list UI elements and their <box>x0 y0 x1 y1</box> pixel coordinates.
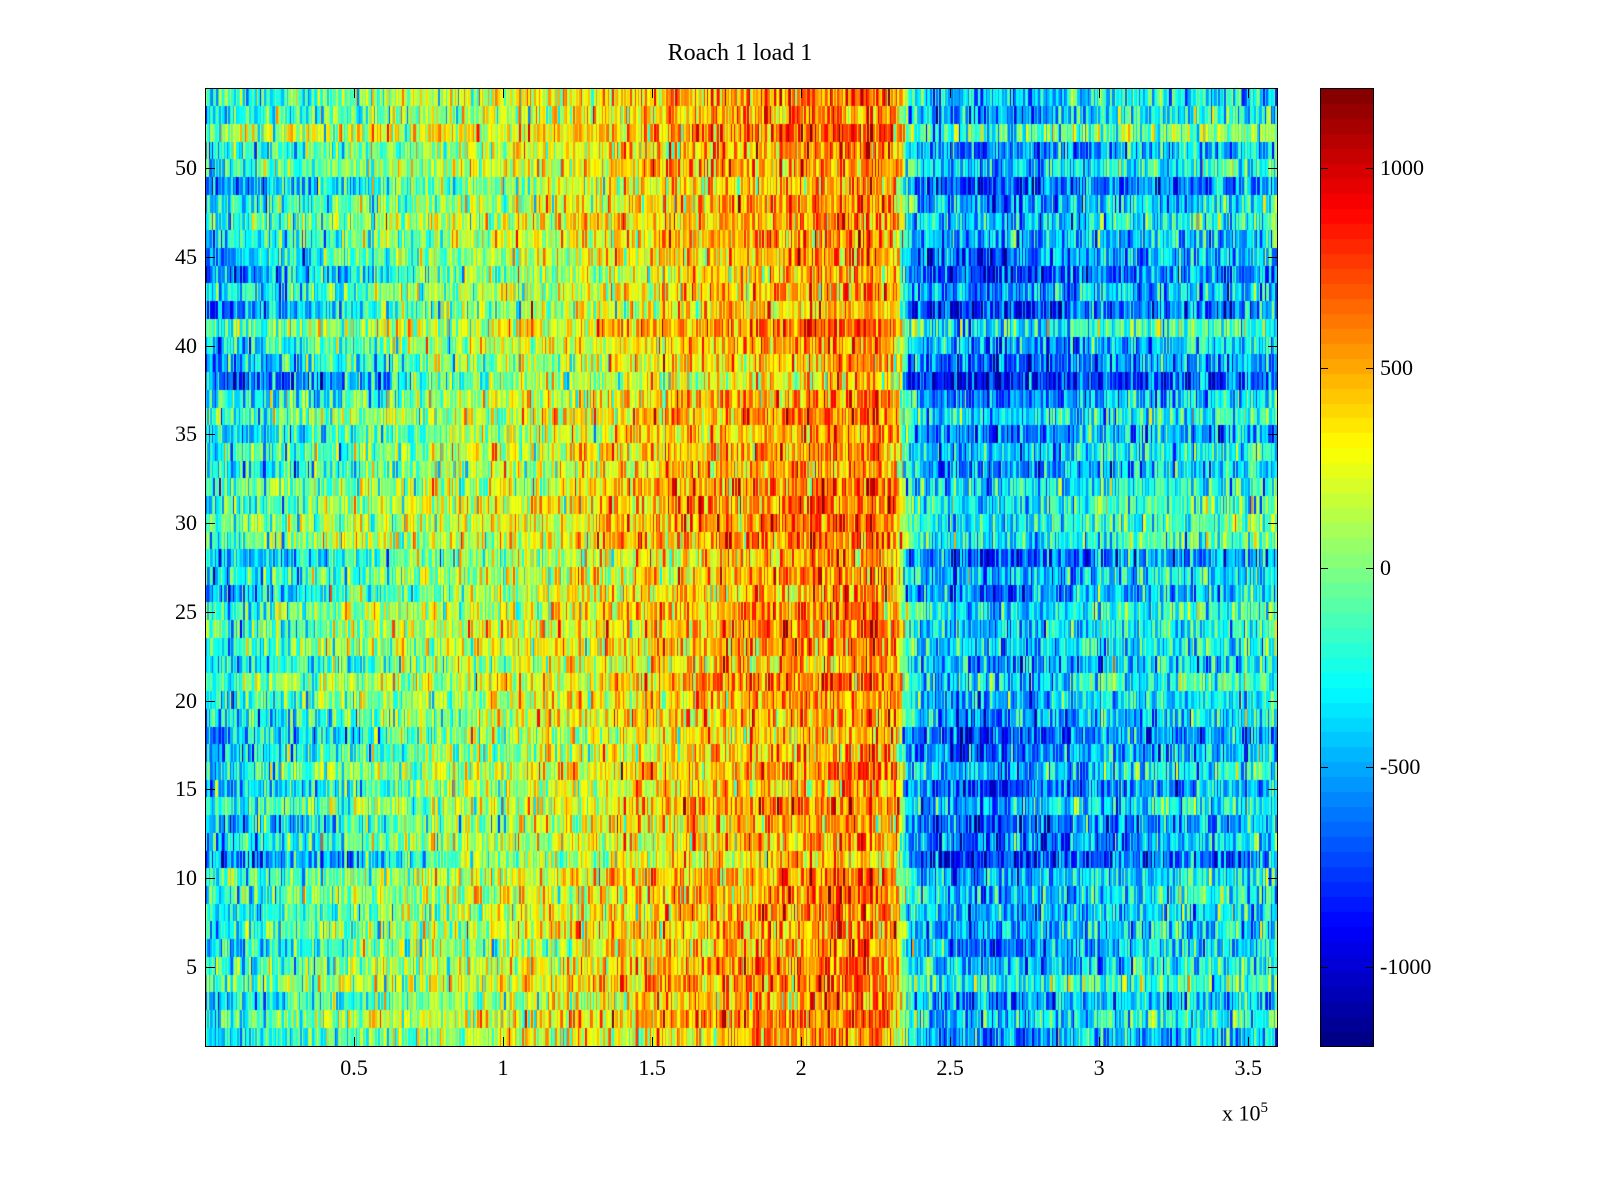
y-tick-label: 35 <box>175 421 197 447</box>
x-tick-mark <box>652 1037 654 1047</box>
y-tick-mark <box>205 523 215 525</box>
colorbar-tick-label: 1000 <box>1380 154 1424 180</box>
y-tick-label: 20 <box>175 687 197 713</box>
y-tick-label: 10 <box>175 865 197 891</box>
x-tick-mark <box>1099 1037 1101 1047</box>
chart-title: Roach 1 load 1 <box>667 40 813 66</box>
y-tick-label: 40 <box>175 332 197 358</box>
x-multiplier-label: x 10 <box>1222 1100 1261 1126</box>
y-tick-mark <box>205 256 215 258</box>
y-tick-label: 5 <box>186 954 197 980</box>
x-tick-mark-top <box>1099 88 1101 98</box>
x-tick-label: 2 <box>795 1055 807 1080</box>
y-tick-mark-right <box>1268 345 1278 347</box>
colorbar-tick-label: 0 <box>1380 554 1391 580</box>
colorbar-tick-mark <box>1320 967 1328 969</box>
x-tick-mark <box>801 1037 803 1047</box>
colorbar-tick-mark <box>1320 367 1328 369</box>
y-tick-mark-right <box>1268 434 1278 436</box>
y-tick-mark <box>205 611 215 613</box>
y-tick-label: 30 <box>175 510 197 536</box>
y-tick-mark-right <box>1268 256 1278 258</box>
x-tick-mark <box>503 1037 505 1047</box>
x-tick-label: 1 <box>497 1055 509 1080</box>
y-tick-mark-right <box>1268 700 1278 702</box>
y-tick-mark <box>205 345 215 347</box>
colorbar-tick-mark-right <box>1366 967 1374 969</box>
colorbar-tick-label: -500 <box>1380 754 1421 780</box>
y-tick-mark <box>205 700 215 702</box>
x-tick-label: 3 <box>1093 1055 1105 1080</box>
x-tick-mark-top <box>354 88 356 98</box>
x-tick-mark <box>354 1037 356 1047</box>
y-tick-label: 15 <box>175 776 197 802</box>
y-tick-mark-right <box>1268 167 1278 169</box>
x-tick-mark-top <box>1248 88 1250 98</box>
x-tick-mark-top <box>652 88 654 98</box>
y-tick-mark-right <box>1268 789 1278 791</box>
colorbar-tick-label: -1000 <box>1380 954 1432 980</box>
x-tick-label: 2.5 <box>936 1055 964 1080</box>
colorbar-tick-mark <box>1320 767 1328 769</box>
x-tick-mark <box>1248 1037 1250 1047</box>
y-tick-label: 45 <box>175 243 197 269</box>
colorbar-gradient <box>1321 89 1373 1046</box>
y-tick-mark <box>205 967 215 969</box>
y-tick-mark-right <box>1268 523 1278 525</box>
x-axis-multiplier: x 105 <box>1222 1100 1268 1126</box>
colorbar-tick-label: 500 <box>1380 354 1413 380</box>
y-tick-mark-right <box>1268 967 1278 969</box>
x-tick-mark-top <box>950 88 952 98</box>
x-tick-mark <box>950 1037 952 1047</box>
colorbar-tick-mark-right <box>1366 567 1374 569</box>
x-tick-mark-top <box>503 88 505 98</box>
heatmap-image <box>206 89 1277 1046</box>
colorbar-tick-mark <box>1320 567 1328 569</box>
y-tick-mark <box>205 167 215 169</box>
colorbar-tick-mark-right <box>1366 767 1374 769</box>
y-tick-mark-right <box>1268 611 1278 613</box>
colorbar-tick-mark-right <box>1366 367 1374 369</box>
x-tick-mark-top <box>801 88 803 98</box>
x-tick-label: 0.5 <box>340 1055 368 1080</box>
y-tick-mark-right <box>1268 878 1278 880</box>
x-tick-label: 3.5 <box>1234 1055 1262 1080</box>
y-tick-mark <box>205 878 215 880</box>
plot-area <box>205 88 1278 1047</box>
x-multiplier-exponent: 5 <box>1260 1100 1269 1116</box>
colorbar-tick-mark <box>1320 167 1328 169</box>
colorbar-tick-mark-right <box>1366 167 1374 169</box>
y-tick-mark <box>205 434 215 436</box>
y-tick-mark <box>205 789 215 791</box>
x-tick-label: 1.5 <box>638 1055 666 1080</box>
y-tick-label: 25 <box>175 598 197 624</box>
y-tick-label: 50 <box>175 154 197 180</box>
